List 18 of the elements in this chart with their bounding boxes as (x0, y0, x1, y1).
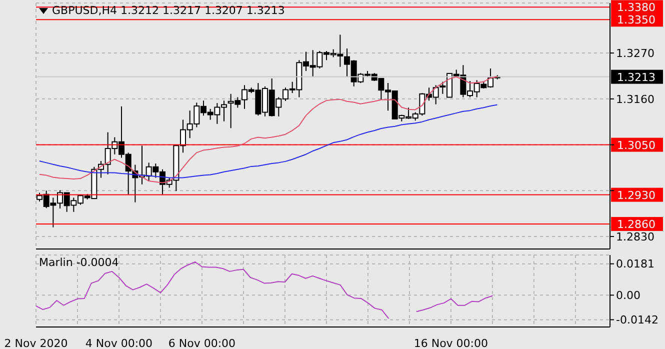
y-tick-label: 0.00 (616, 289, 640, 302)
chart-title: Marlin -0.0004 (39, 256, 119, 269)
ref-line-label: 1.3350 (617, 14, 656, 27)
y-tick-label: 0.0181 (616, 258, 654, 271)
x-tick-label: 6 Nov 00:00 (168, 337, 236, 349)
x-tick-label: 16 Nov 00:00 (414, 337, 488, 349)
ref-line-label: 1.3380 (617, 1, 656, 14)
y-tick-label: 1.3270 (616, 46, 654, 60)
x-tick-label: 4 Nov 00:00 (85, 337, 153, 349)
chart-title: GBPUSD,H4 1.3212 1.3217 1.3207 1.3213 (52, 4, 285, 17)
ref-line-label: 1.3050 (617, 138, 656, 152)
ref-line-label: 1.2860 (617, 218, 656, 231)
y-tick-label: 1.3160 (616, 92, 654, 106)
ref-line-label: 1.2930 (617, 188, 656, 202)
ref-line-label: 1.3213 (617, 70, 656, 84)
y-tick-label: -0.0142 (616, 314, 658, 327)
x-tick-label: 2 Nov 2020 (4, 337, 68, 349)
y-tick-label: 1.2830 (616, 230, 654, 244)
